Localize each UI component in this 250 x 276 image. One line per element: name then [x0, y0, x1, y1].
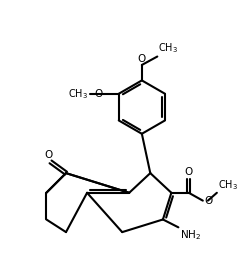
- Text: CH$_3$: CH$_3$: [218, 178, 238, 192]
- Text: CH$_3$: CH$_3$: [158, 42, 178, 55]
- Text: CH$_3$: CH$_3$: [68, 87, 88, 101]
- Text: O: O: [204, 196, 212, 206]
- Text: O: O: [44, 150, 52, 160]
- Text: NH$_2$: NH$_2$: [180, 229, 201, 242]
- Text: O: O: [185, 167, 193, 177]
- Text: O: O: [138, 54, 146, 64]
- Text: O: O: [94, 89, 102, 99]
